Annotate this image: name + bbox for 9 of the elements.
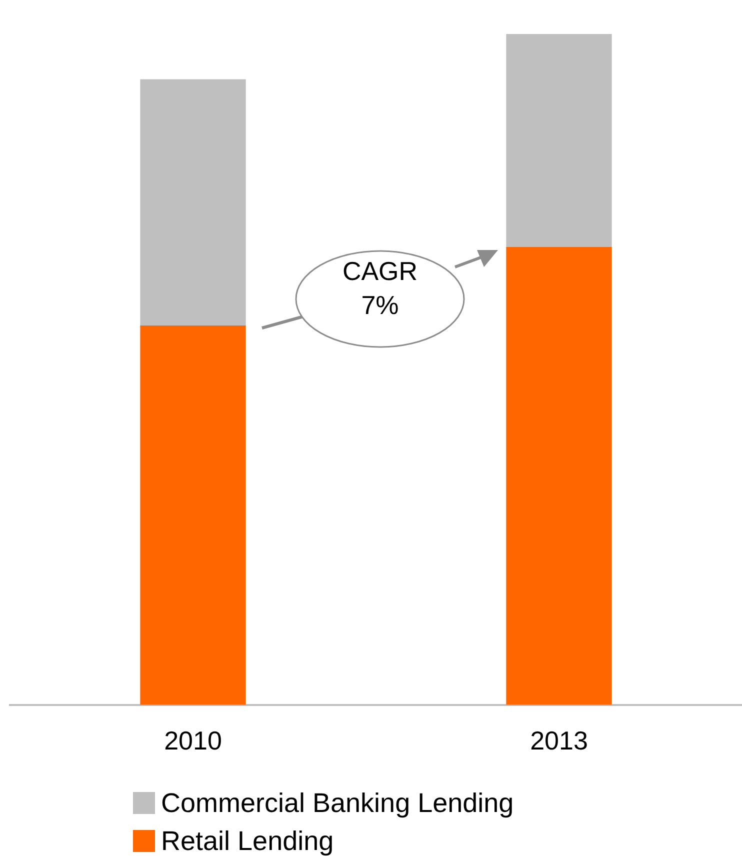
bar <box>506 246 612 705</box>
bar <box>140 79 246 326</box>
bar <box>506 34 612 248</box>
legend-label: Commercial Banking Lending <box>161 788 514 818</box>
bar <box>140 325 246 705</box>
x-tick-label: 2010 <box>164 726 222 756</box>
x-tick-label: 2013 <box>530 726 588 756</box>
annotation: CAGR 7% <box>341 255 419 322</box>
legend-label: Retail Lending <box>161 826 334 856</box>
